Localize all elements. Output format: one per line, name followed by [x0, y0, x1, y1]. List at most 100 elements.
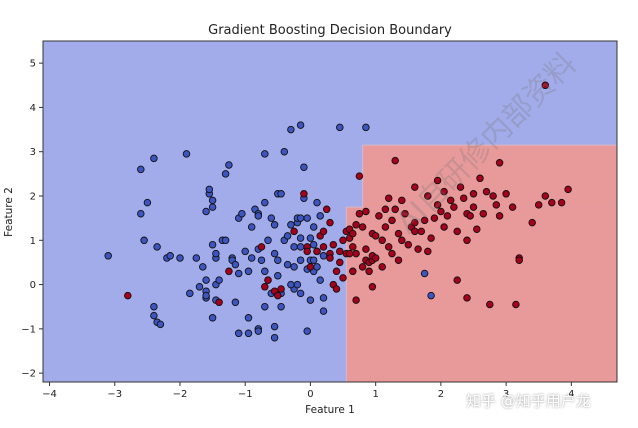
point-class-0-71 [274, 256, 282, 264]
point-class-1-56 [378, 263, 386, 271]
point-class-0-99 [306, 296, 315, 304]
point-class-0-114 [420, 269, 429, 278]
x-axis-label: Feature 1 [305, 404, 355, 416]
point-class-0-5 [153, 243, 161, 251]
point-class-0-39 [231, 260, 240, 269]
point-class-1-42 [358, 223, 367, 231]
point-class-0-96 [303, 327, 311, 335]
point-class-1-28 [339, 274, 347, 282]
point-class-1-14 [313, 247, 321, 256]
point-class-1-110 [528, 218, 536, 227]
y-tick-label-2: 2 [30, 192, 36, 203]
point-class-0-57 [257, 256, 266, 264]
y-tick-label-5: 5 [30, 59, 36, 70]
point-class-1-66 [398, 196, 406, 205]
point-class-1-96 [469, 203, 478, 211]
watermark-text: 知乎 @知乎用户龙 [466, 392, 591, 410]
point-class-1-17 [319, 227, 328, 236]
boundary-line [345, 144, 617, 382]
point-class-1-95 [469, 190, 478, 198]
point-class-0-69 [270, 333, 279, 342]
point-class-1-87 [450, 203, 458, 211]
point-class-0-106 [316, 212, 324, 220]
point-class-1-26 [336, 258, 344, 267]
point-class-0-87 [296, 214, 305, 222]
point-class-1-63 [391, 156, 399, 165]
point-class-0-11 [156, 320, 165, 329]
x-tick-label-1: 1 [372, 389, 378, 400]
point-class-0-49 [247, 223, 256, 231]
point-class-0-100 [309, 223, 318, 231]
point-class-0-73 [277, 190, 285, 198]
point-class-0-47 [244, 314, 253, 322]
point-class-1-97 [473, 225, 481, 233]
point-class-0-78 [283, 260, 292, 269]
point-class-0-18 [202, 207, 210, 216]
point-class-0-68 [270, 322, 279, 331]
point-class-0-93 [300, 163, 308, 171]
point-class-0-2 [143, 198, 152, 207]
y-tick-label--2: −2 [21, 369, 36, 380]
point-class-1-105 [502, 190, 510, 198]
point-class-0-72 [274, 271, 282, 280]
y-axis-label: Feature 2 [3, 187, 15, 237]
point-class-0-27 [208, 240, 217, 249]
point-class-0-40 [231, 298, 240, 307]
x-tick-label--1: −1 [238, 389, 253, 400]
point-class-0-43 [234, 329, 243, 338]
point-class-0-83 [290, 263, 298, 271]
point-class-1-7 [274, 291, 282, 300]
point-class-0-59 [261, 150, 269, 158]
point-class-1-77 [424, 247, 432, 256]
point-class-1-99 [479, 209, 488, 218]
point-class-1-44 [362, 207, 370, 216]
point-class-0-42 [234, 269, 243, 278]
point-class-0-19 [202, 276, 210, 284]
point-class-1-64 [391, 205, 399, 214]
x-tick-label-4: 4 [568, 389, 574, 400]
point-class-1-60 [384, 243, 393, 251]
point-class-0-32 [215, 276, 223, 284]
point-class-0-113 [362, 123, 370, 132]
point-class-1-54 [375, 212, 383, 220]
point-class-0-3 [150, 154, 158, 163]
point-class-1-61 [388, 216, 396, 225]
point-class-1-116 [541, 81, 550, 90]
point-class-0-12 [176, 254, 184, 262]
point-class-1-84 [440, 223, 448, 231]
point-class-1-89 [453, 276, 461, 284]
point-class-1-22 [329, 240, 338, 249]
point-class-0-61 [261, 302, 269, 311]
point-class-1-21 [326, 254, 334, 262]
data-points [104, 81, 572, 342]
point-class-0-35 [221, 170, 230, 178]
point-class-1-48 [365, 267, 373, 276]
point-class-1-90 [456, 183, 465, 191]
point-class-0-25 [208, 203, 217, 211]
point-class-1-40 [355, 172, 364, 180]
point-class-0-105 [313, 198, 321, 207]
point-class-1-0 [124, 291, 132, 300]
point-class-0-64 [267, 214, 276, 222]
point-class-0-9 [150, 311, 158, 320]
x-tick-label--4: −4 [42, 389, 57, 400]
point-class-1-100 [482, 187, 491, 196]
point-class-1-117 [368, 283, 377, 291]
point-class-0-101 [309, 240, 318, 249]
point-class-0-108 [319, 252, 328, 260]
point-class-0-79 [283, 232, 292, 240]
point-class-1-13 [306, 263, 315, 271]
point-class-1-65 [394, 229, 403, 238]
point-class-1-67 [398, 236, 406, 245]
point-class-1-2 [225, 267, 233, 276]
point-class-1-35 [349, 243, 357, 251]
region-class-1-part-0 [346, 207, 617, 382]
point-class-1-115 [548, 198, 556, 207]
point-class-0-30 [212, 249, 220, 258]
point-class-1-71 [411, 183, 419, 191]
y-axis: −2 −1 0 1 2 3 4 5 [21, 59, 43, 380]
point-class-1-9 [290, 227, 298, 236]
point-class-1-38 [352, 249, 360, 258]
point-class-0-7 [166, 252, 174, 260]
